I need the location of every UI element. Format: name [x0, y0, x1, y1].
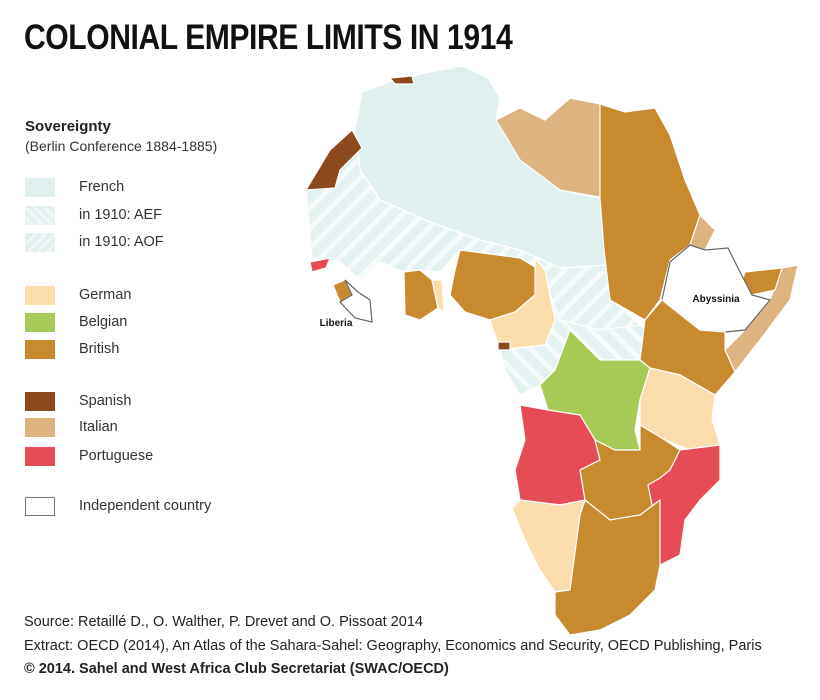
- extract-note: Extract: OECD (2014), An Atlas of the Sa…: [24, 638, 762, 654]
- legend-label-spanish: Spanish: [79, 393, 132, 409]
- legend-label-independent: Independent country: [79, 498, 212, 514]
- legend-item-german: German: [25, 286, 275, 306]
- legend-swatch-belgian: [25, 313, 55, 332]
- legend: Sovereignty (Berlin Conference 1884-1885…: [25, 118, 275, 516]
- legend-swatch-german: [25, 286, 55, 305]
- gambia-region: [309, 257, 331, 273]
- legend-swatch-french: [25, 178, 55, 197]
- legend-swatch-aef: [25, 206, 55, 225]
- legend-item-british: British: [25, 340, 275, 360]
- abyssinia-label: Abyssinia: [692, 294, 740, 305]
- legend-label-aef: in 1910: AEF: [79, 207, 163, 223]
- legend-label-aof: in 1910: AOF: [79, 234, 164, 250]
- mozambique-region: [647, 444, 721, 566]
- legend-item-aof: in 1910: AOF: [25, 233, 275, 253]
- legend-label-italian: Italian: [79, 419, 118, 435]
- legend-swatch-spanish: [25, 392, 55, 411]
- rio-muni-region: [497, 341, 511, 351]
- legend-label-belgian: Belgian: [79, 314, 128, 330]
- africa-map: Abyssinia Liberia: [304, 65, 799, 636]
- legend-item-independent: Independent country: [25, 497, 275, 517]
- legend-label-british: British: [79, 341, 120, 357]
- egypt-sudan-region: [599, 103, 701, 321]
- liberia-region: [339, 279, 373, 323]
- togo-region: [431, 279, 445, 314]
- spanish-morocco-region: [388, 75, 415, 85]
- legend-swatch-portuguese: [25, 447, 55, 466]
- map-title: COLONIAL EMPIRE LIMITS IN 1914: [24, 18, 513, 57]
- legend-swatch-aof: [25, 233, 55, 252]
- legend-swatch-british: [25, 340, 55, 359]
- copyright-note: © 2014. Sahel and West Africa Club Secre…: [24, 661, 449, 677]
- legend-heading: Sovereignty: [25, 118, 111, 135]
- legend-subheading: (Berlin Conference 1884-1885): [25, 138, 218, 154]
- legend-item-spanish: Spanish: [25, 392, 275, 412]
- source-note: Source: Retaillé D., O. Walther, P. Drev…: [24, 614, 423, 630]
- legend-item-portuguese: Portuguese: [25, 447, 275, 467]
- legend-label-portuguese: Portuguese: [79, 448, 154, 464]
- liberia-label: Liberia: [320, 318, 353, 329]
- spanish-sahara-region: [304, 129, 363, 191]
- legend-label-french: French: [79, 179, 125, 195]
- legend-swatch-independent: [25, 497, 55, 516]
- south-africa-region: [554, 498, 661, 636]
- legend-item-italian: Italian: [25, 418, 275, 438]
- legend-item-french: French: [25, 178, 275, 198]
- legend-item-aef: in 1910: AEF: [25, 206, 275, 226]
- gold-coast-region: [403, 269, 439, 321]
- legend-item-belgian: Belgian: [25, 313, 275, 333]
- legend-swatch-italian: [25, 418, 55, 437]
- legend-label-german: German: [79, 287, 132, 303]
